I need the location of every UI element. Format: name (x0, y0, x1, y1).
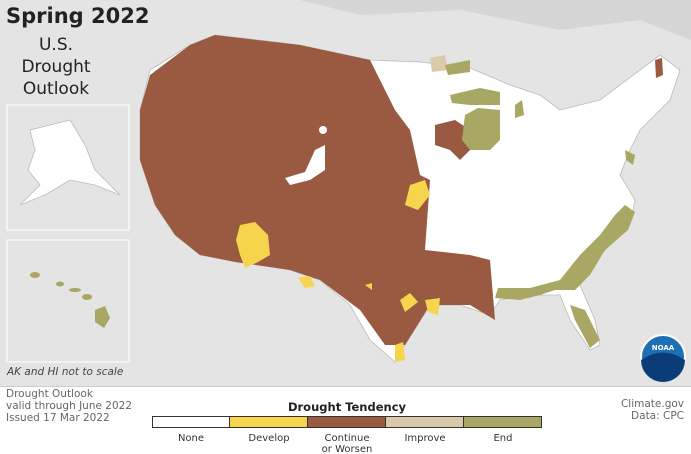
legend-label: Improve (404, 433, 446, 444)
legend-label: End (493, 433, 513, 444)
logo-text: NOAA (652, 344, 675, 352)
hawaii-inset (6, 239, 130, 363)
title: Spring 2022 (6, 4, 149, 28)
develop-kansas (405, 180, 430, 210)
subtitle: Drought (21, 57, 90, 77)
footer-text: Drought Outlook (6, 388, 93, 400)
drought-continue-maine (655, 58, 663, 78)
subtitle: U.S. (39, 35, 73, 55)
inset-note: AK and HI not to scale (6, 366, 123, 378)
legend: None Develop Continue or Worsen Improve End (152, 416, 542, 454)
legend-label: Develop (248, 433, 290, 444)
develop-arizona (236, 222, 270, 268)
legend-swatch (386, 416, 464, 428)
footer-left: Drought Outlook valid through June 2022 … (6, 388, 132, 424)
legend-label: Continue or Worsen (321, 433, 373, 454)
develop-texas (298, 276, 440, 362)
no-drought-utah (285, 145, 325, 185)
footer-text: Climate.gov (620, 398, 684, 410)
noaa-logo-wave (641, 352, 685, 382)
legend-title: Drought Tendency (287, 400, 407, 414)
no-drought-idaho (319, 126, 327, 134)
canada (300, 0, 691, 40)
legend-swatch (152, 416, 230, 428)
map: Spring 2022 U.S. Drought Outlook AK and … (0, 0, 691, 386)
divider (0, 386, 691, 387)
footer-text: Issued 17 Mar 2022 (6, 412, 110, 424)
legend-swatch (230, 416, 308, 428)
drought-continue-west (140, 35, 495, 345)
subtitle: Outlook (23, 79, 89, 99)
legend-swatch (464, 416, 542, 428)
footer-text: valid through June 2022 (6, 400, 133, 412)
alaska (19, 119, 121, 206)
improve-minnesota (430, 55, 448, 72)
legend-swatch (308, 416, 386, 428)
footer-right: Climate.gov Data: CPC (621, 398, 684, 422)
end-great-lakes (445, 60, 524, 150)
footer-text: Data: CPC (631, 410, 684, 422)
hawaii-islands (30, 272, 110, 328)
legend-label: None (177, 433, 205, 444)
